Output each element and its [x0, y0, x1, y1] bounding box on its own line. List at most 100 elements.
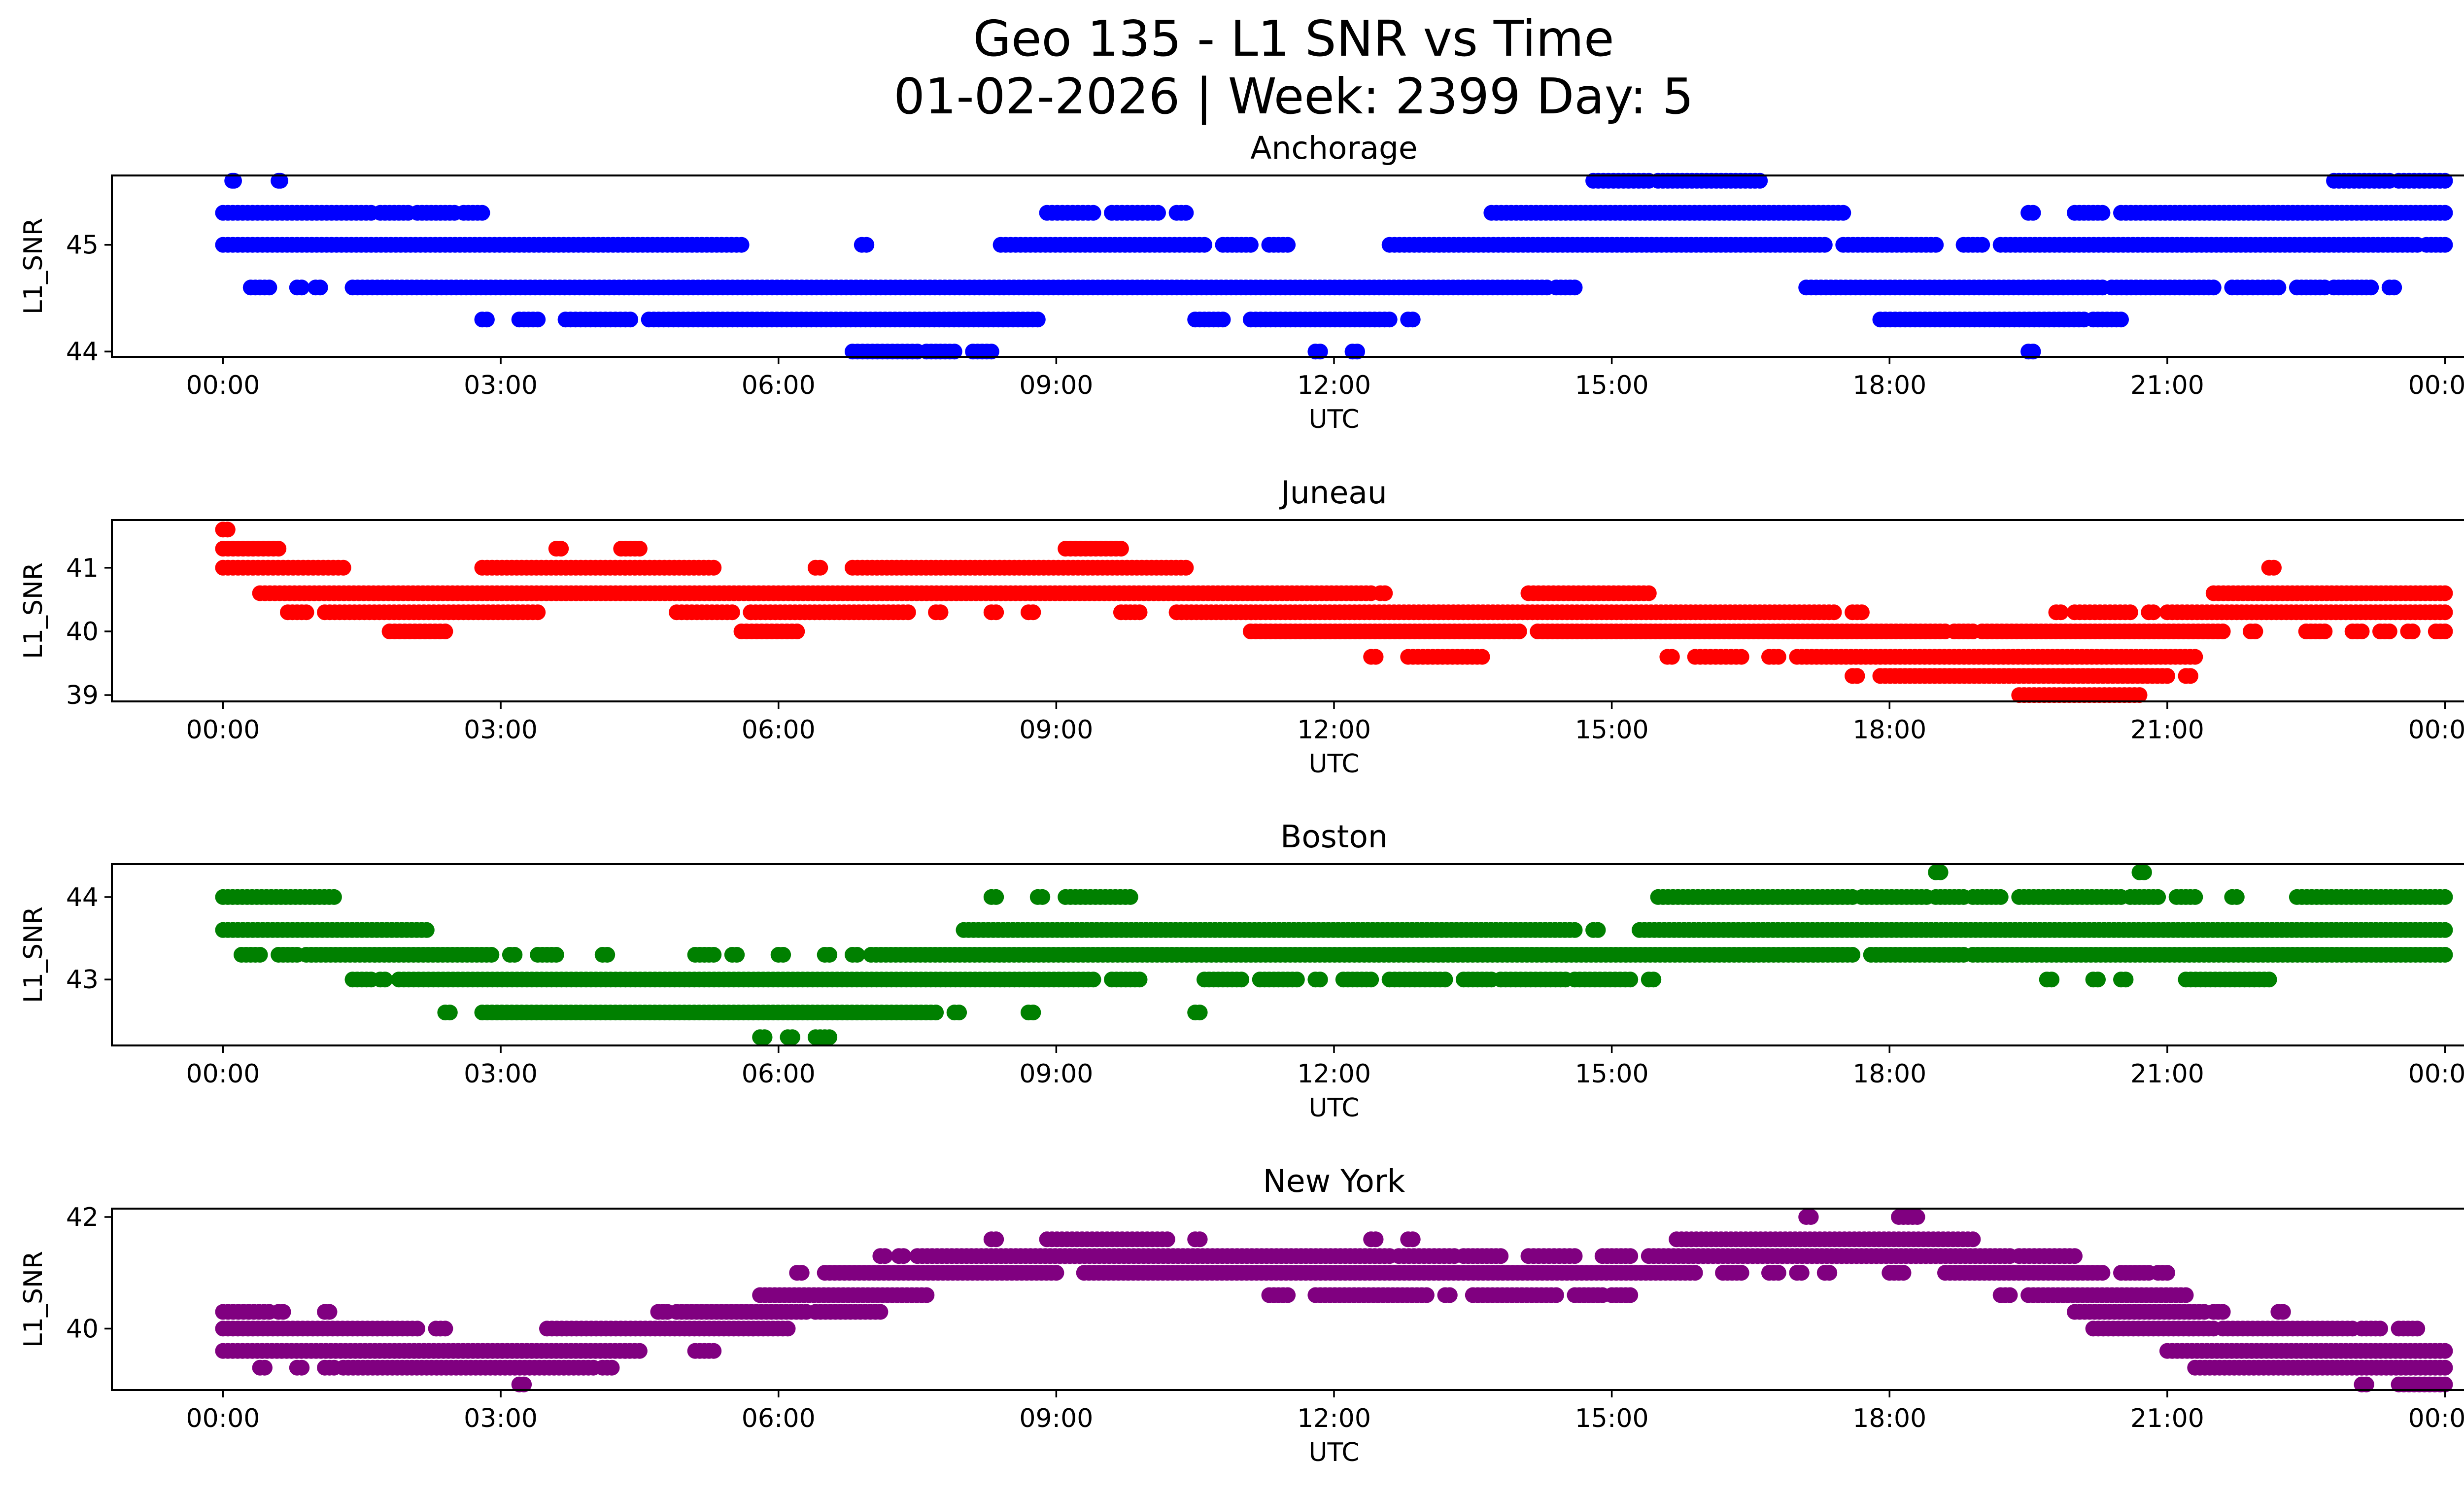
- x-tick-label: 03:00: [464, 1059, 538, 1089]
- data-point: [2205, 279, 2222, 296]
- data-point: [988, 1231, 1004, 1248]
- data-point: [631, 1343, 648, 1359]
- data-point: [784, 1029, 800, 1045]
- data-point: [1511, 624, 1527, 639]
- data-point: [2113, 312, 2129, 328]
- data-point: [1404, 1231, 1421, 1248]
- data-point: [2094, 1265, 2111, 1281]
- data-point: [261, 279, 277, 296]
- data-point: [1622, 972, 1639, 988]
- data-point: [1770, 1265, 1786, 1281]
- data-point: [294, 1359, 310, 1376]
- x-axis-label-boston: UTC: [1308, 1093, 1359, 1123]
- x-axis-label-juneau: UTC: [1308, 749, 1359, 779]
- data-point: [2159, 668, 2175, 684]
- data-point: [1178, 559, 1194, 576]
- data-point: [1029, 312, 1046, 328]
- data-point: [1034, 889, 1051, 905]
- y-tick-label: 44: [66, 337, 99, 367]
- data-point: [2182, 668, 2198, 684]
- data-point: [1752, 173, 1768, 189]
- data-point: [2437, 624, 2453, 639]
- data-point: [1025, 604, 1041, 621]
- data-point: [2118, 972, 2134, 988]
- data-point: [2178, 1287, 2194, 1303]
- data-point: [1113, 541, 1129, 557]
- x-tick-label: 00:00: [186, 371, 260, 400]
- y-tick-label: 45: [66, 231, 99, 260]
- data-point: [1974, 237, 1990, 253]
- points-boston: [215, 864, 2453, 1045]
- data-point: [2247, 624, 2263, 639]
- data-point: [1567, 279, 1583, 296]
- data-point: [2270, 279, 2287, 296]
- data-point: [2437, 585, 2453, 601]
- data-point: [1845, 947, 1861, 963]
- x-tick-label: 06:00: [742, 371, 816, 400]
- data-point: [507, 947, 523, 963]
- data-point: [2228, 889, 2245, 905]
- data-point: [706, 559, 722, 576]
- data-point: [2187, 649, 2203, 665]
- x-tick-label: 09:00: [1019, 715, 1093, 745]
- data-point: [729, 947, 745, 963]
- data-point: [1242, 237, 1259, 253]
- data-point: [2094, 205, 2111, 221]
- data-point: [622, 312, 639, 328]
- subplot-title-boston: Boston: [1280, 819, 1388, 855]
- data-point: [1131, 972, 1148, 988]
- data-point: [474, 205, 490, 221]
- data-point: [437, 624, 453, 639]
- data-point: [2437, 205, 2453, 221]
- data-point: [1664, 649, 1680, 665]
- x-tick-label: 18:00: [1852, 715, 1926, 745]
- data-point: [1909, 1209, 1925, 1225]
- y-axis-label-boston: L1_SNR: [19, 906, 48, 1003]
- data-point: [2025, 344, 2041, 360]
- x-tick-label: 00:00: [2408, 371, 2464, 400]
- data-point: [2437, 604, 2453, 621]
- data-point: [377, 972, 393, 988]
- data-point: [2386, 279, 2402, 296]
- data-point: [872, 1304, 889, 1320]
- data-point: [1687, 1265, 1703, 1281]
- data-point: [946, 344, 962, 360]
- data-point: [1368, 1231, 1384, 1248]
- x-tick-label: 06:00: [742, 715, 816, 745]
- data-point: [479, 312, 495, 328]
- data-point: [2372, 1321, 2388, 1337]
- data-point: [548, 947, 564, 963]
- data-point: [1965, 1231, 1981, 1248]
- data-point: [2044, 972, 2060, 988]
- data-point: [1312, 344, 1328, 360]
- data-point: [2409, 1321, 2426, 1337]
- data-point: [226, 173, 242, 189]
- data-point: [1826, 604, 1842, 621]
- data-point: [604, 1359, 620, 1376]
- x-tick-label: 00:00: [186, 715, 260, 745]
- data-point: [1363, 972, 1379, 988]
- data-point: [294, 279, 310, 296]
- data-point: [1895, 1265, 1912, 1281]
- subplot-title-juneau: Juneau: [1279, 475, 1387, 511]
- data-point: [988, 604, 1004, 621]
- data-point: [418, 922, 435, 938]
- data-point: [877, 1248, 893, 1264]
- data-point: [928, 1005, 944, 1021]
- x-axis-label-anchorage: UTC: [1308, 405, 1359, 434]
- data-point: [219, 522, 236, 538]
- data-point: [706, 1343, 722, 1359]
- data-point: [1835, 205, 1851, 221]
- data-point: [2067, 1248, 2083, 1264]
- data-point: [2437, 947, 2453, 963]
- data-point: [1992, 889, 2009, 905]
- data-point: [1131, 604, 1148, 621]
- data-point: [2317, 624, 2333, 639]
- data-point: [775, 947, 791, 963]
- data-point: [2090, 972, 2106, 988]
- data-point: [2053, 604, 2069, 621]
- x-tick-label: 21:00: [2130, 715, 2204, 745]
- data-point: [895, 1248, 912, 1264]
